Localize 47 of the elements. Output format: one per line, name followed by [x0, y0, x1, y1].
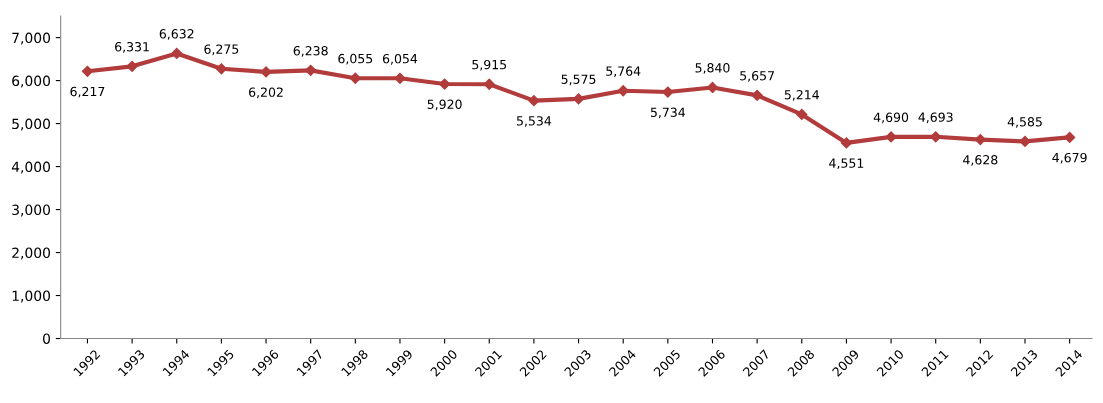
text: 5,575	[561, 74, 596, 86]
y-tick-label: 6,000	[12, 75, 51, 88]
point	[751, 89, 763, 101]
point	[662, 86, 674, 98]
text: 6,054	[382, 53, 418, 65]
y-tick-label: 3,000	[12, 204, 51, 217]
point	[617, 85, 629, 97]
text: 4,693	[918, 112, 953, 124]
point	[796, 108, 808, 120]
point	[305, 64, 317, 76]
text: 4,690	[873, 112, 909, 124]
y-tick-label: 7,000	[12, 32, 51, 45]
text: 4,551	[829, 158, 864, 170]
y-tick-label: 0	[43, 333, 51, 344]
text: 4,628	[963, 155, 998, 166]
text: 4,585	[1007, 117, 1042, 128]
point	[349, 72, 361, 84]
point	[1019, 135, 1031, 148]
text: 5,840	[695, 63, 730, 74]
text: 5,214	[784, 90, 819, 101]
point	[215, 63, 227, 75]
text: 6,217	[70, 86, 105, 98]
y-tick-label: 1,000	[12, 290, 51, 303]
point	[528, 95, 540, 107]
point	[126, 60, 138, 72]
text: 5,734	[650, 107, 686, 119]
text: 6,632	[159, 29, 194, 40]
point	[260, 66, 272, 78]
text: 6,275	[204, 44, 239, 56]
text: 5,920	[427, 99, 462, 111]
text: 6,055	[338, 53, 373, 65]
text: 6,331	[115, 41, 149, 53]
text: 5,657	[740, 70, 774, 82]
point	[1064, 131, 1076, 143]
y-tick-label: 2,000	[12, 247, 51, 260]
text: 5,534	[516, 116, 552, 127]
y-tick-label: 4,000	[11, 161, 51, 174]
point	[394, 72, 406, 84]
text: 5,764	[606, 66, 641, 78]
point	[171, 47, 183, 60]
text: 4,679	[1052, 152, 1087, 164]
text: 5,915	[472, 59, 507, 71]
text: 6,238	[293, 45, 328, 57]
text: 6,202	[249, 87, 283, 99]
point	[439, 78, 451, 90]
point	[81, 65, 94, 77]
y-tick-label: 5,000	[12, 118, 51, 131]
